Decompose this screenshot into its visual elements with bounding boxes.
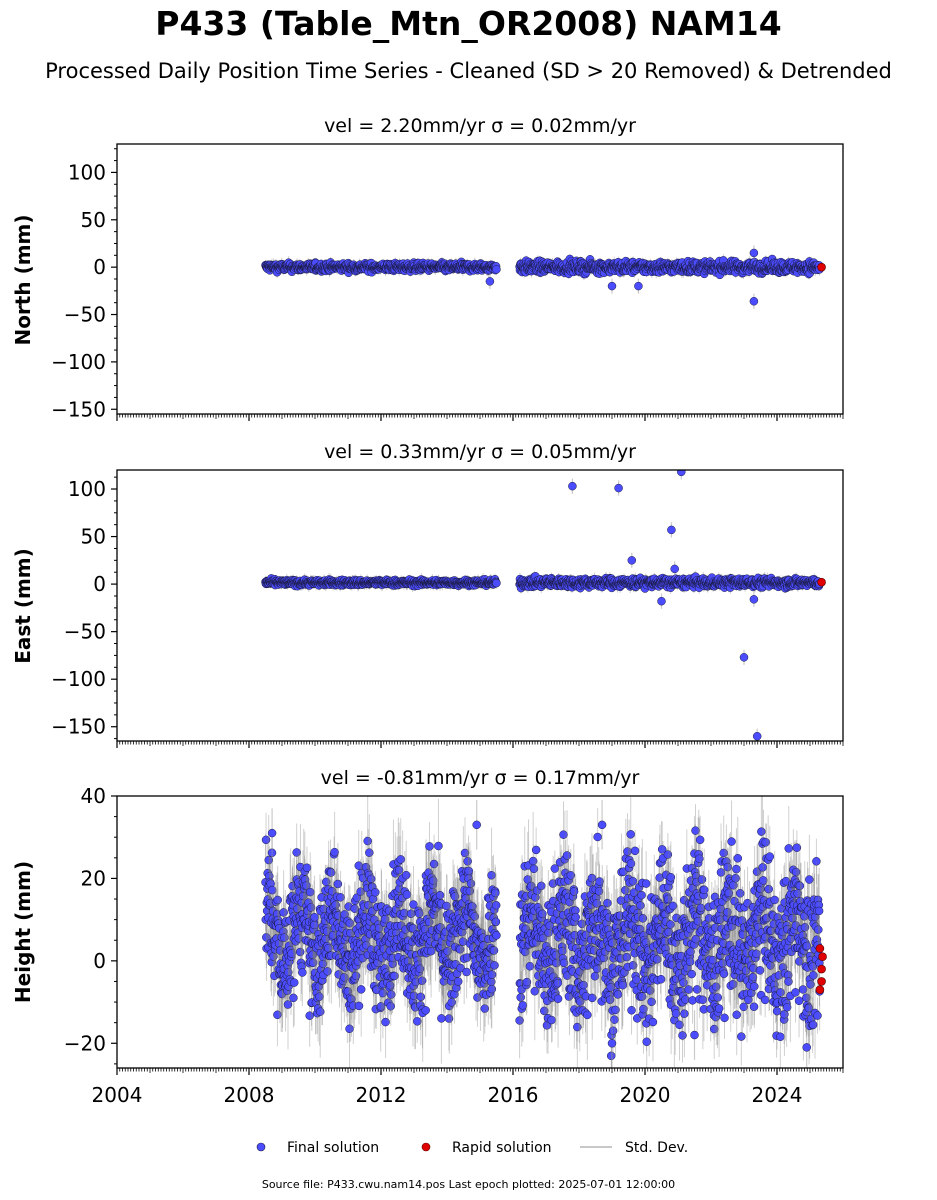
north-final-point [492, 265, 501, 274]
north-final-point [485, 277, 495, 286]
north-series-final [261, 245, 826, 309]
north-y-tick-label: −100 [51, 350, 106, 374]
chart-title: P433 (Table_Mtn_OR2008) NAM14 [155, 4, 781, 43]
north-y-tick-label: 0 [93, 255, 106, 279]
east-axis-label: East (mm) [11, 548, 35, 664]
north-y-tick-label: −150 [51, 397, 106, 421]
north-y-tick-label: 50 [81, 208, 106, 232]
north-y-tick-label: 100 [68, 160, 106, 184]
chart-subtitle: Processed Daily Position Time Series - C… [45, 59, 892, 83]
north-axes-frame [116, 143, 844, 415]
north-rapid-point [817, 262, 826, 272]
east-series-final [261, 470, 826, 741]
north-axis-label: North (mm) [11, 214, 35, 345]
north-panel-title: vel = 2.20mm/yr σ = 0.02mm/yr [324, 115, 636, 137]
north-final-point [749, 248, 759, 258]
north-plot-area: 100 50 0 −50 −100 −150 [51, 143, 844, 421]
north-final-point [749, 297, 759, 306]
north-final-point [607, 281, 617, 291]
east-final-point [492, 578, 501, 588]
north-final-point [634, 281, 643, 291]
east-panel-title: vel = 0.33mm/yr σ = 0.05mm/yr [324, 441, 636, 463]
north-y-tick-label: −50 [64, 303, 106, 327]
